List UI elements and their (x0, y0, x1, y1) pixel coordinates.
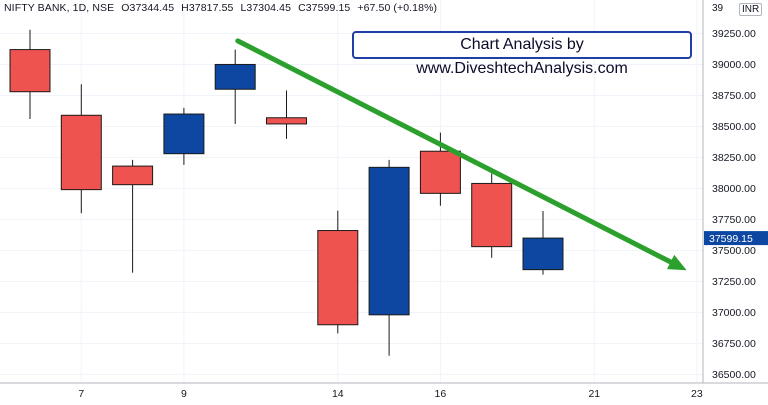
candle[interactable] (419, 132, 461, 206)
y-tick-label: 38000.00 (712, 183, 756, 195)
candles (9, 29, 564, 356)
y-tick-label: 39000.00 (712, 59, 756, 71)
candle[interactable] (9, 29, 51, 119)
x-tick-label: 14 (332, 388, 344, 400)
candle-body (317, 230, 359, 326)
x-axis-ticks: 7 9 14 16 21 23 (78, 388, 703, 400)
y-axis-ticks: 36500.00 36750.00 37000.00 37250.00 37500.00… (712, 28, 756, 381)
x-tick-label: 21 (588, 388, 600, 400)
candle[interactable] (368, 159, 410, 356)
candle-body (368, 166, 410, 316)
last-price-label: 37599.15 (709, 233, 753, 245)
candle-body (163, 113, 205, 155)
y-tick-label: 38750.00 (712, 90, 756, 102)
y-tick-label: 38500.00 (712, 121, 756, 133)
y-tick-label: 37000.00 (712, 307, 756, 319)
candle[interactable] (471, 173, 513, 258)
candle[interactable] (522, 211, 564, 275)
y-tick-label: 36500.00 (712, 369, 756, 381)
brand-annotation: Chart Analysis by www.DiveshtechAnalysis… (352, 31, 692, 77)
y-tick-label: 36750.00 (712, 338, 756, 350)
symbol-label: NIFTY BANK, 1D, NSE (4, 2, 115, 14)
candle-body (471, 182, 513, 248)
close-value: C37599.15 (298, 2, 351, 14)
y-tick-label: 37250.00 (712, 276, 756, 288)
currency-label: INR (739, 3, 763, 16)
x-tick-label: 23 (691, 388, 703, 400)
candle-body (9, 49, 51, 93)
candle-body (214, 63, 256, 90)
candle-body (60, 114, 102, 191)
candle[interactable] (60, 84, 102, 214)
y-tick-label: 37500.00 (712, 245, 756, 257)
trendline-line (235, 38, 674, 265)
y-tick-label: 37750.00 (712, 214, 756, 226)
symbol-header: NIFTY BANK, 1D, NSE O37344.45 H37817.55 … (4, 2, 441, 14)
candle[interactable] (266, 90, 307, 139)
x-tick-label: 16 (435, 388, 447, 400)
last-price-marker: 37599.15 (704, 231, 768, 246)
high-value: H37817.55 (181, 2, 234, 14)
candle-body (112, 165, 154, 186)
candle-body (522, 237, 564, 271)
y-tick-label: 39250.00 (712, 28, 756, 40)
candle[interactable] (112, 159, 154, 273)
candle[interactable] (317, 210, 359, 334)
y-tick-label: 38250.00 (712, 152, 756, 164)
last-price-badge (704, 231, 768, 246)
candle[interactable] (163, 107, 205, 165)
candle-body (419, 150, 461, 194)
trendline-arrowhead (666, 254, 687, 271)
currency-box[interactable]: 39 INR (712, 3, 767, 18)
candle-body (266, 117, 307, 125)
open-value: O37344.45 (121, 2, 175, 14)
change-value: +67.50 (+0.18%) (357, 2, 438, 14)
x-tick-label: 9 (181, 388, 187, 400)
low-value: L37304.45 (240, 2, 292, 14)
trendline (235, 38, 687, 271)
candle[interactable] (214, 49, 256, 124)
x-tick-label: 7 (78, 388, 84, 400)
